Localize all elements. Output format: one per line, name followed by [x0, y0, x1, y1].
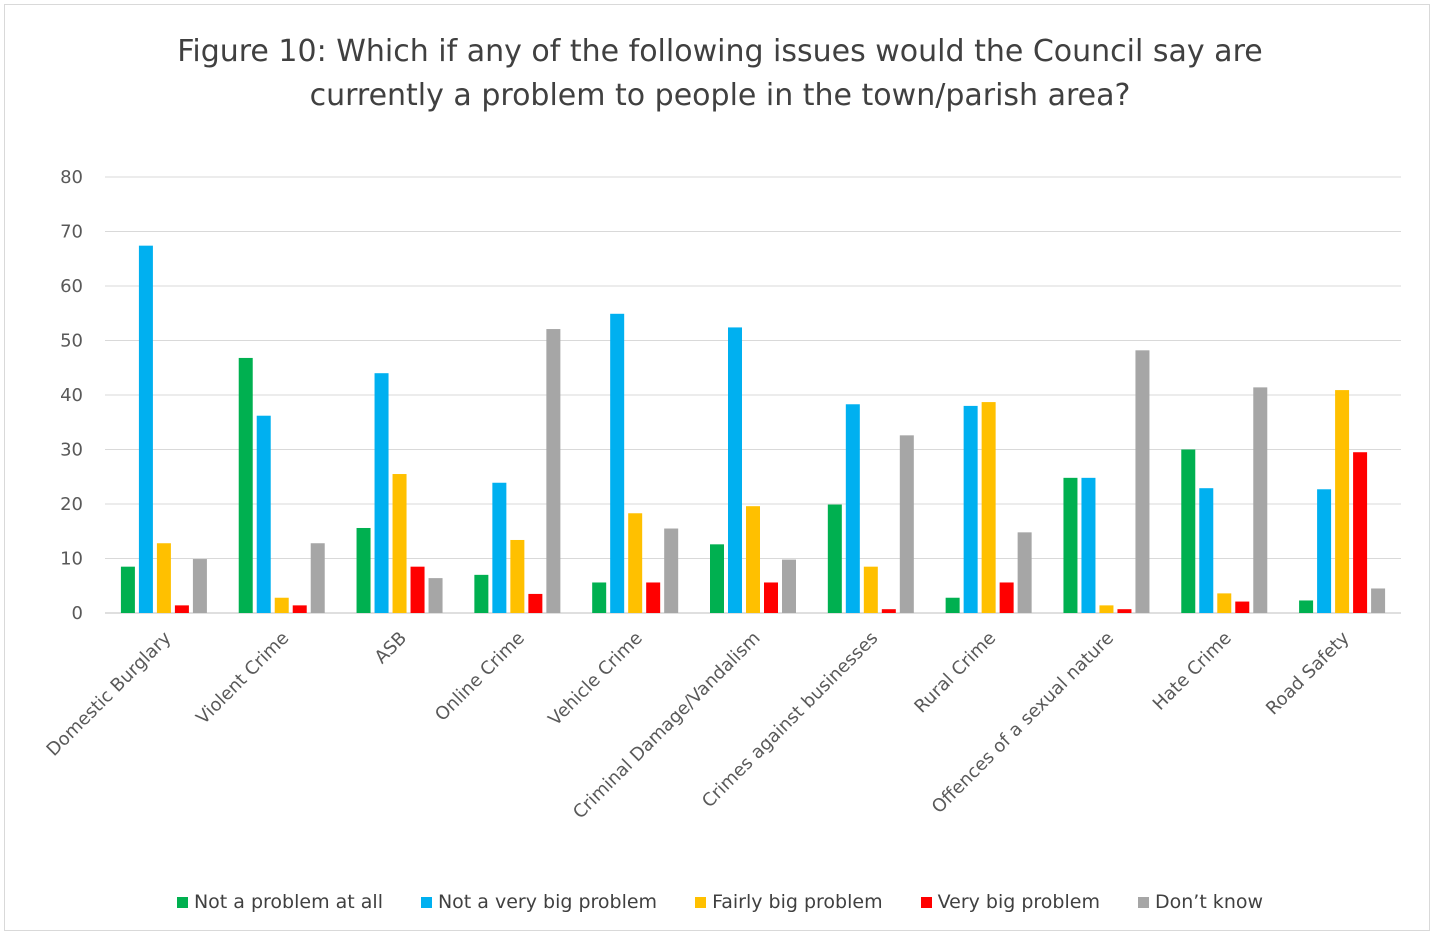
bar — [528, 593, 543, 613]
bar — [274, 597, 289, 613]
chart-title-line-2: currently a problem to people in the tow… — [309, 78, 1131, 113]
x-tick-label: ASB — [371, 628, 411, 668]
legend-swatch — [176, 896, 188, 908]
legend-swatch — [920, 896, 932, 908]
x-tick-label: Vehicle Crime — [544, 628, 646, 730]
chart-title-line-1: Figure 10: Which if any of the following… — [177, 34, 1263, 69]
y-tick-label: 70 — [60, 222, 83, 243]
legend-item: Fairly big problem — [695, 891, 883, 913]
legend-item: Very big problem — [920, 891, 1100, 913]
x-tick-label: Online Crime — [431, 628, 529, 726]
bar — [628, 513, 643, 613]
x-tick-label: Criminal Damage/Vandalism — [569, 628, 764, 823]
chart-title: Figure 10: Which if any of the following… — [0, 30, 1436, 118]
bar — [392, 474, 407, 613]
bar — [428, 578, 443, 613]
y-tick-label: 30 — [60, 440, 83, 461]
legend-swatch — [695, 896, 707, 908]
bar — [1099, 605, 1114, 613]
bar — [1117, 609, 1132, 613]
y-tick-label: 80 — [60, 167, 83, 188]
bar-chart: 0 10 20 30 40 50 60 70 80 Domestic Burglary Violen… — [43, 167, 1401, 823]
x-tick-label: Road Safety — [1262, 627, 1354, 719]
bar — [374, 373, 389, 613]
legend-label: Not a problem at all — [193, 891, 383, 913]
bar — [1371, 588, 1386, 613]
bar — [156, 543, 171, 613]
y-tick-label: 20 — [60, 494, 83, 515]
bar — [292, 605, 307, 613]
bar — [1063, 477, 1078, 613]
bar — [256, 415, 271, 613]
bar — [981, 402, 996, 613]
bar — [899, 435, 914, 613]
bar — [1135, 350, 1150, 613]
x-tick-label: Domestic Burglary — [43, 627, 176, 760]
bar — [1299, 600, 1314, 613]
legend-label: Very big problem — [937, 891, 1100, 913]
bar — [1335, 390, 1350, 613]
bar — [764, 582, 778, 613]
y-tick-label: 60 — [60, 276, 83, 297]
bar — [610, 313, 625, 613]
y-tick-label: 50 — [60, 331, 83, 352]
bar — [138, 245, 153, 614]
bar — [646, 582, 661, 613]
y-tick-label: 0 — [72, 603, 83, 624]
bar — [664, 528, 679, 613]
bar — [546, 329, 561, 613]
legend-swatch — [420, 896, 432, 908]
bar — [881, 609, 896, 613]
bar — [1235, 601, 1250, 613]
bar — [356, 527, 371, 613]
bar — [510, 539, 525, 613]
bar — [1317, 489, 1332, 613]
bar — [945, 597, 960, 613]
bar — [1081, 477, 1096, 613]
bar — [1353, 452, 1368, 613]
bar — [474, 574, 489, 613]
bar — [1253, 387, 1268, 613]
bar — [174, 605, 189, 613]
x-tick-label: Rural Crime — [910, 628, 1000, 718]
legend-swatch — [1137, 896, 1149, 908]
bar — [592, 582, 607, 613]
bar — [963, 405, 978, 613]
bar — [1181, 449, 1196, 613]
legend-label: Don’t know — [1154, 891, 1264, 913]
chart-legend: Not a problem at all Not a very big probl… — [0, 891, 1436, 913]
bar — [845, 404, 860, 613]
bar — [710, 544, 724, 613]
bar — [863, 566, 878, 613]
bar — [238, 357, 253, 613]
legend-item: Not a very big problem — [420, 891, 658, 913]
legend-item: Don’t know — [1137, 891, 1264, 913]
bar — [120, 566, 135, 613]
x-tick-label: Hate Crime — [1149, 628, 1236, 715]
bar — [999, 582, 1014, 613]
y-tick-label: 40 — [60, 385, 83, 406]
bar — [728, 327, 742, 613]
bar — [746, 506, 760, 613]
x-tick-label: Violent Crime — [192, 628, 293, 729]
bar — [827, 504, 842, 613]
bar — [1217, 593, 1232, 613]
bar — [410, 566, 425, 613]
legend-item: Not a problem at all — [176, 891, 383, 913]
y-tick-label: 10 — [60, 549, 83, 570]
legend-label: Fairly big problem — [712, 891, 883, 913]
legend-label: Not a very big problem — [437, 891, 658, 913]
bar — [1017, 532, 1032, 613]
bar — [1199, 488, 1214, 613]
bar — [782, 559, 796, 613]
bar — [492, 482, 507, 613]
bar — [192, 559, 207, 613]
bar — [310, 543, 325, 613]
